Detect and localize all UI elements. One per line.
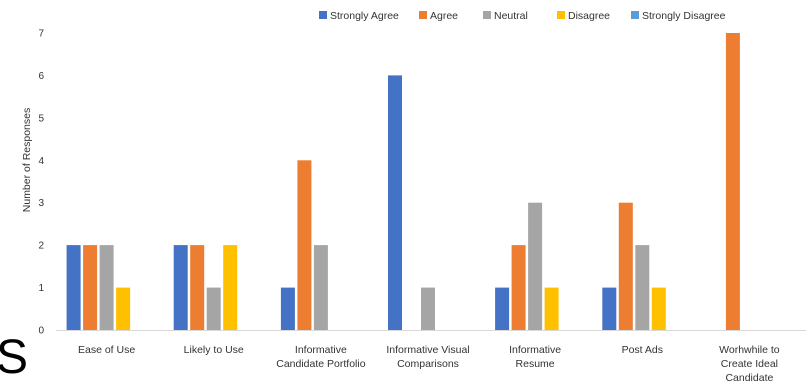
- x-tick-label: Informative: [509, 344, 561, 356]
- bar: [297, 160, 312, 330]
- legend: Strongly Agree Agree Neutral Disagree Strong…: [319, 10, 726, 22]
- bar: [66, 245, 81, 330]
- x-tick-label: Likely to Use: [184, 344, 244, 356]
- legend-label: Neutral: [494, 10, 528, 22]
- bar: [511, 245, 526, 330]
- legend-label: Strongly Disagree: [642, 10, 726, 22]
- bar: [618, 202, 633, 330]
- bar: [99, 245, 114, 330]
- legend-label: Agree: [430, 10, 458, 22]
- x-tick-label: Post Ads: [622, 344, 663, 356]
- bar: [223, 245, 238, 330]
- bar: [544, 287, 559, 330]
- bar: [421, 287, 435, 330]
- bar: [280, 287, 295, 330]
- x-tick-label: Worhwhile to: [719, 344, 780, 356]
- x-tick-label: Comparisons: [397, 358, 459, 370]
- bar: [528, 202, 543, 330]
- legend-swatch: [557, 11, 565, 19]
- x-tick-label: Informative: [295, 344, 347, 356]
- bar: [602, 287, 617, 330]
- x-tick-label: Informative Visual: [386, 344, 469, 356]
- legend-label: Strongly Agree: [330, 10, 399, 22]
- y-tick-label: 3: [38, 198, 44, 209]
- bars: [66, 33, 740, 331]
- bar: [116, 287, 131, 330]
- y-axis-title: Number of Responses: [21, 108, 33, 212]
- y-tick-label: 1: [38, 283, 44, 294]
- bar: [83, 245, 98, 330]
- legend-swatch: [419, 11, 427, 19]
- x-tick-label: Resume: [516, 358, 555, 370]
- bar: [635, 245, 650, 330]
- y-tick-label: 6: [38, 71, 44, 82]
- bar: [495, 287, 510, 330]
- bar: [190, 245, 205, 330]
- y-axis: 0 1 2 3 4 5 6 7: [38, 29, 44, 337]
- x-tick-label: Candidate: [725, 372, 773, 384]
- x-tick-label: Create Ideal: [721, 358, 778, 370]
- legend-swatch: [483, 11, 491, 19]
- x-axis: Ease of Use Likely to Use Informative Candi…: [56, 330, 806, 384]
- x-tick-label: Candidate Portfolio: [276, 358, 365, 370]
- y-tick-label: 5: [38, 113, 44, 124]
- bar: [651, 287, 666, 330]
- legend-swatch: [631, 11, 639, 19]
- y-tick-label: 7: [38, 29, 44, 40]
- bar: [388, 75, 402, 331]
- x-tick-label: Ease of Use: [78, 344, 135, 356]
- bar: [206, 287, 221, 330]
- legend-swatch: [319, 11, 327, 19]
- y-tick-label: 4: [38, 156, 44, 167]
- bar: [725, 33, 740, 330]
- bar: [313, 245, 328, 330]
- bar: [173, 245, 188, 330]
- y-tick-label: 2: [38, 241, 44, 252]
- y-tick-label: 0: [38, 326, 44, 337]
- legend-label: Disagree: [568, 10, 610, 22]
- stray-letter: S: [0, 331, 29, 384]
